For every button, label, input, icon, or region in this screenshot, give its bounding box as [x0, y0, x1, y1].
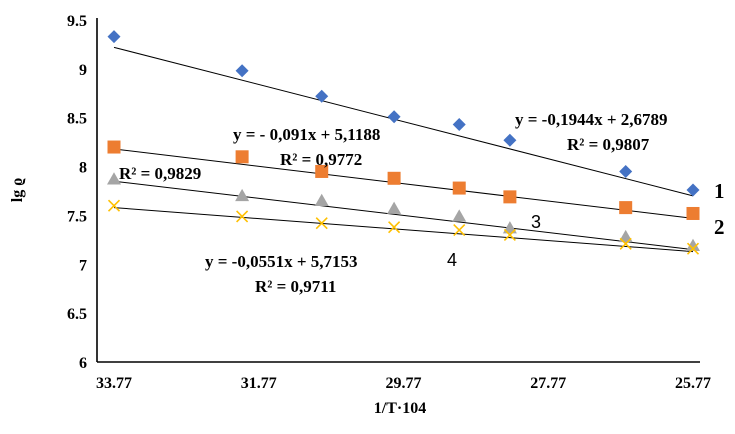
point-series-1-0 [107, 30, 121, 44]
point-series-3-3 [387, 201, 402, 214]
trendline-series-1 [113, 46, 694, 197]
r-squared-4: R² = 0,9711 [255, 277, 336, 296]
point-series-3-5 [502, 221, 517, 234]
point-series-2-2 [315, 164, 329, 178]
x-tick-label-2: 29.77 [386, 375, 422, 392]
point-series-1-6 [619, 164, 633, 178]
curve-label-4: 4 [447, 250, 457, 270]
trendline-series-4 [113, 207, 694, 253]
point-series-4-4 [453, 224, 466, 237]
y-tick-label-2: 7 [79, 257, 87, 274]
x-tick-label-4: 25.77 [675, 375, 711, 392]
point-series-1-2 [315, 89, 329, 103]
point-series-1-1 [235, 64, 249, 78]
point-series-3-0 [107, 172, 121, 185]
point-series-1-4 [452, 118, 466, 132]
y-tick-label-4: 8 [79, 160, 87, 177]
trendline-series-2 [113, 148, 694, 219]
axes [96, 18, 700, 363]
point-series-2-0 [107, 140, 121, 154]
equation-4: y = -0,0551x + 5,7153 [205, 252, 358, 271]
point-series-2-3 [387, 171, 401, 185]
point-series-2-1 [235, 150, 249, 164]
point-series-3-2 [314, 193, 329, 207]
x-tick-labels: 33.77 31.77 29.77 27.77 25.77 [96, 375, 711, 392]
y-tick-label-1: 6.5 [67, 306, 87, 323]
markers [107, 30, 700, 255]
x-tick-label-3: 27.77 [530, 375, 566, 392]
point-series-1-7 [686, 183, 700, 197]
curve-label-2: 2 [714, 215, 725, 239]
r-squared-1: R² = 0,9807 [567, 135, 650, 154]
point-series-4-1 [236, 210, 249, 223]
point-series-2-4 [452, 181, 466, 195]
x-tick-label-0: 33.77 [96, 375, 132, 392]
y-tick-label-0: 6 [79, 355, 87, 372]
point-series-4-6 [619, 237, 632, 250]
point-series-3-7 [686, 238, 700, 251]
y-tick-label-7: 9.5 [67, 13, 87, 30]
point-series-2-6 [619, 201, 633, 215]
point-series-1-3 [387, 110, 401, 124]
curve-label-1: 1 [714, 179, 725, 203]
y-tick-label-3: 7.5 [67, 208, 87, 225]
x-axis-title: 1/T·104 [374, 400, 426, 417]
y-tick-label-5: 8.5 [67, 111, 87, 128]
point-series-3-1 [235, 188, 250, 202]
equation-1: y = -0,1944x + 2,6789 [515, 110, 668, 129]
equation-2: y = - 0,091x + 5,1188 [233, 125, 380, 144]
r-squared-2: R² = 0,9772 [280, 150, 362, 169]
point-series-3-6 [618, 229, 633, 243]
trendline-series-3 [113, 180, 694, 251]
point-series-1-5 [503, 133, 517, 147]
point-series-3-4 [452, 209, 467, 222]
curve-label-3: 3 [531, 212, 541, 232]
point-series-2-7 [686, 206, 700, 220]
r-squared-3: R² = 0,9829 [119, 164, 201, 183]
point-series-4-0 [107, 199, 121, 212]
y-tick-label-6: 9 [79, 62, 87, 79]
point-series-4-2 [315, 217, 328, 230]
point-series-4-5 [503, 228, 516, 242]
point-series-2-5 [503, 190, 517, 204]
point-series-4-7 [686, 242, 700, 255]
trendlines [113, 46, 694, 253]
y-tick-labels: 6 6.5 7 7.5 8 8.5 9 9.5 [67, 13, 87, 372]
point-series-4-3 [388, 221, 401, 234]
x-tick-label-1: 31.77 [241, 375, 277, 392]
y-axis-title: lg ϱ [9, 178, 26, 202]
